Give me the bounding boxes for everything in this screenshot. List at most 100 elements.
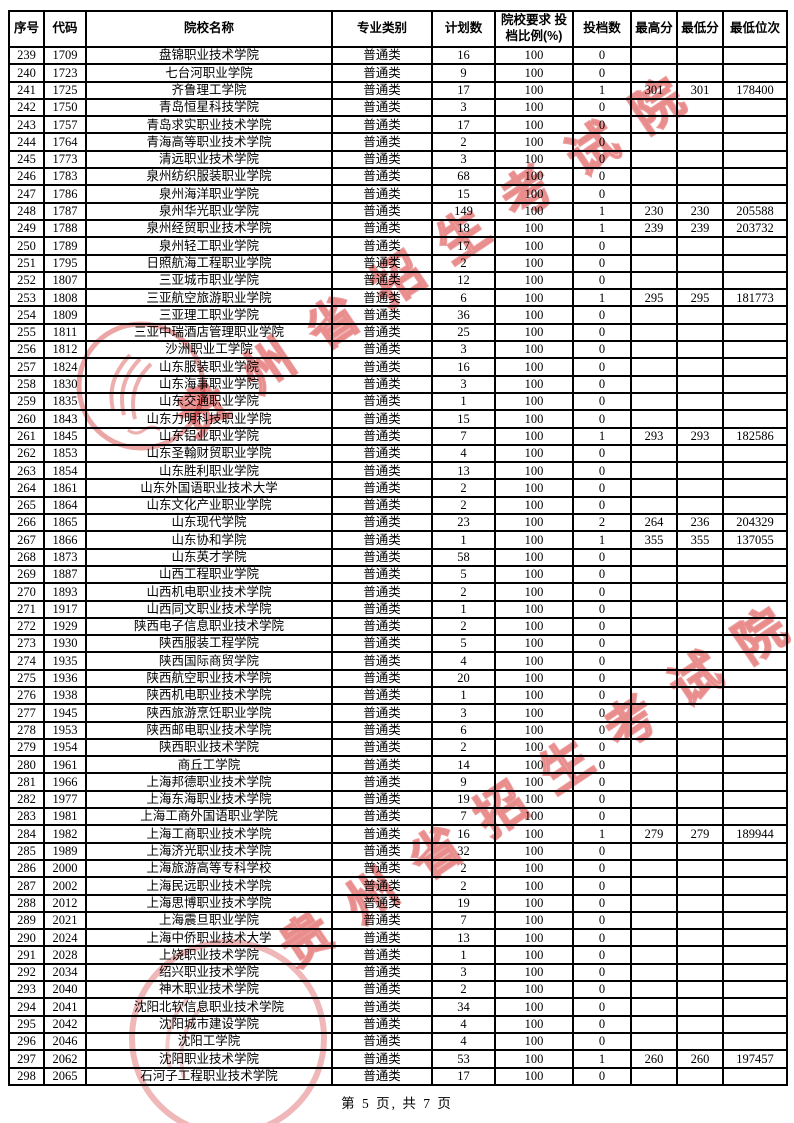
table-cell [630,616,678,637]
table-cell [676,63,724,83]
table-cell: 普通类 [331,115,433,135]
table-row: 248 1787 泉州华光职业学院 普通类 149 100 1 230 230 205588 [8,201,788,221]
table-row: 271 1917 山西同文职业技术学院 普通类 1 100 0 [8,599,788,619]
table-cell: 291 [8,945,45,965]
table-cell: 山东圣翰财贸职业学院 [85,443,333,464]
table-cell [630,115,678,135]
table-cell: 1953 [43,720,87,740]
table-cell: 0 [572,772,632,792]
table-cell: 13 [431,461,496,481]
table-row: 260 1843 山东力明科技职业学院 普通类 15 100 0 [8,409,788,429]
table-cell: 上海旅游高等专科学校 [85,858,333,879]
table-cell: 7 [431,910,496,931]
table-cell: 100 [494,201,574,221]
table-cell: 100 [494,512,574,533]
table-cell: 287 [8,876,45,896]
table-cell: 1977 [43,789,87,810]
table-cell: 普通类 [331,772,433,792]
table-cell: 283 [8,807,45,827]
table-cell: 100 [494,599,574,619]
table-cell: 普通类 [331,1031,433,1052]
table-cell: 1809 [43,305,87,325]
table-cell [630,807,678,827]
table-cell: 泉州纺织服装职业学院 [85,167,333,187]
table-cell: 0 [572,45,632,66]
table-cell: 19 [431,789,496,810]
table-cell: 7 [431,807,496,827]
table-cell: 100 [494,737,574,758]
table-cell: 242 [8,97,45,118]
table-cell: 0 [572,253,632,273]
table-cell [676,236,724,256]
table-cell: 279 [8,737,45,758]
table-cell: 0 [572,461,632,481]
table-row: 261 1845 山东铝业职业学院 普通类 7 100 1 293 293 182586 [8,426,788,446]
table-cell: 32 [431,841,496,861]
table-cell: 普通类 [331,737,433,758]
table-row: 287 2002 上海民远职业技术学院 普通类 2 100 0 [8,876,788,896]
table-cell [676,253,724,273]
table-row: 253 1808 三亚航空旅游职业学院 普通类 6 100 1 295 295 181773 [8,288,788,308]
table-row: 272 1929 陕西电子信息职业技术学院 普通类 2 100 0 [8,616,788,637]
table-cell: 1 [431,391,496,412]
table-cell: 189944 [722,824,788,844]
table-cell [722,391,788,412]
table-cell: 三亚城市职业学院 [85,270,333,291]
table-row: 255 1811 三亚中瑞酒店管理职业学院 普通类 25 100 0 [8,322,788,343]
table-cell: 0 [572,945,632,965]
table-cell: 6 [431,288,496,308]
table-cell: 绍兴职业技术学院 [85,962,333,983]
table-cell: 青海高等职业技术学院 [85,132,333,152]
table-cell: 100 [494,495,574,516]
table-cell: 山西工程职业学院 [85,564,333,585]
table-cell: 100 [494,218,574,239]
column-header: 投档数 [572,10,632,48]
table-cell: 山东现代学院 [85,512,333,533]
table-cell: 100 [494,305,574,325]
table-cell [630,980,678,1000]
table-cell [722,374,788,394]
table-cell: 上海济光职业技术学院 [85,841,333,861]
table-cell: 279 [676,824,724,844]
table-cell: 商丘工学院 [85,755,333,775]
table-row: 250 1789 泉州轻工职业学院 普通类 17 100 0 [8,236,788,256]
table-cell [676,737,724,758]
table-cell: 68 [431,167,496,187]
table-row: 280 1961 商丘工学院 普通类 14 100 0 [8,755,788,775]
table-cell: 普通类 [331,876,433,896]
table-cell: 20 [431,668,496,689]
table-cell: 100 [494,530,574,550]
table-cell: 5 [431,564,496,585]
table-row: 275 1936 陕西航空职业技术学院 普通类 20 100 0 [8,668,788,689]
table-cell [676,945,724,965]
table-cell: 2041 [43,997,87,1017]
table-cell: 陕西服装工程学院 [85,634,333,654]
table-cell [722,772,788,792]
table-cell [722,668,788,689]
table-cell [676,893,724,913]
table-cell [722,149,788,170]
table-cell: 上饶职业技术学院 [85,945,333,965]
table-cell: 0 [572,755,632,775]
table-cell [630,97,678,118]
table-cell: 沈阳城市建设学院 [85,1014,333,1034]
table-cell: 普通类 [331,1066,433,1086]
table-cell: 普通类 [331,374,433,394]
table-cell: 100 [494,945,574,965]
table-cell: 355 [630,530,678,550]
table-cell [630,374,678,394]
table-cell: 1835 [43,391,87,412]
table-cell [722,685,788,706]
table-row: 286 2000 上海旅游高等专科学校 普通类 2 100 0 [8,858,788,879]
table-cell: 0 [572,807,632,827]
table-cell: 三亚理工职业学院 [85,305,333,325]
table-cell: 1861 [43,478,87,498]
table-cell: 137055 [722,530,788,550]
table-cell: 100 [494,426,574,446]
table-cell: 2024 [43,928,87,948]
table-cell: 100 [494,1066,574,1086]
table-cell: 沈阳北软信息职业技术学院 [85,997,333,1017]
table-cell: 2 [431,495,496,516]
table-cell: 普通类 [331,236,433,256]
table-cell: 25 [431,322,496,343]
